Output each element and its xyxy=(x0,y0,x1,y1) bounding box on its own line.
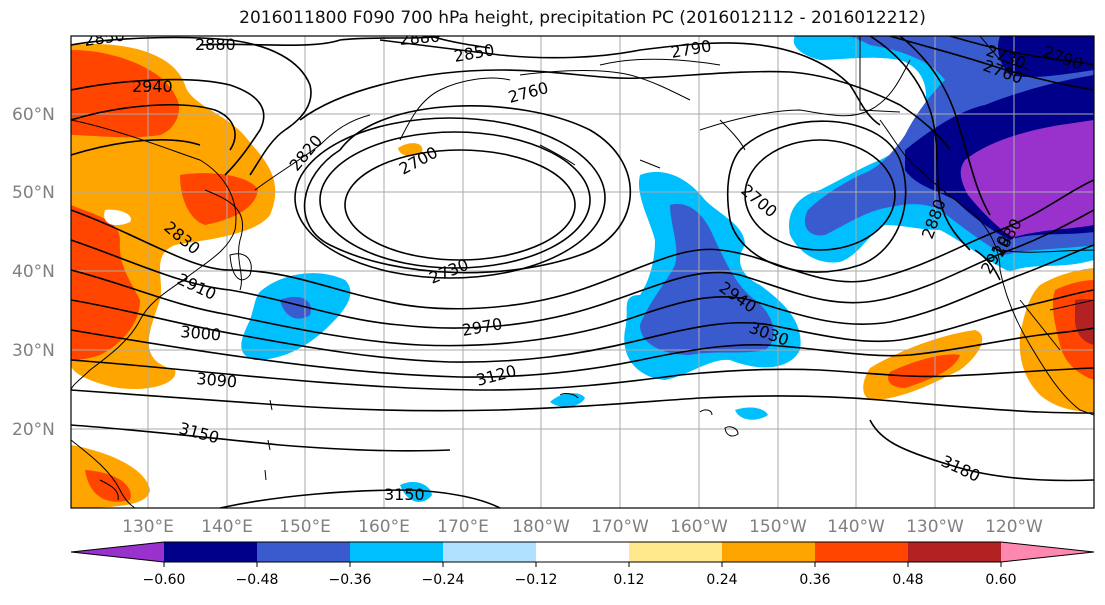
contour-label: 2940 xyxy=(132,77,173,96)
longitude-label: 170°E xyxy=(437,517,489,537)
map-frame xyxy=(70,35,1095,509)
colorbar-segment xyxy=(257,542,351,562)
colorbar-segment xyxy=(536,542,630,562)
colorbar-segment xyxy=(1001,542,1094,562)
colorbar: −0.60 −0.48 −0.36 −0.24 −0.12 0.12 0.24 0.36 0.4… xyxy=(70,541,1095,588)
latitude-label: 20°N xyxy=(12,420,55,440)
colorbar-tick-label: 0.12 xyxy=(613,572,644,588)
latitude-label: 50°N xyxy=(12,183,55,203)
longitude-label: 130°W xyxy=(906,517,964,537)
latitude-axis: 60°N 50°N 40°N 30°N 20°N xyxy=(12,105,55,440)
colorbar-segment xyxy=(722,542,816,562)
precip-shading xyxy=(71,36,1094,508)
longitude-axis: 130°E 140°E 150°E 160°E 170°E 180°W 170°… xyxy=(122,517,1043,537)
longitude-label: 170°W xyxy=(591,517,649,537)
latitude-label: 40°N xyxy=(12,262,55,282)
contour-label: 2880 xyxy=(399,27,441,49)
colorbar-tick-label: 0.24 xyxy=(706,572,737,588)
longitude-label: 160°E xyxy=(358,517,410,537)
contour-label: 3000 xyxy=(180,322,222,344)
colorbar-tick-label: −0.48 xyxy=(236,572,279,588)
colorbar-tick-label: 0.36 xyxy=(799,572,830,588)
colorbar-segment xyxy=(815,542,909,562)
contour-label: 2880 xyxy=(195,35,236,54)
latitude-label: 60°N xyxy=(12,105,55,125)
longitude-label: 140°E xyxy=(201,517,253,537)
colorbar-segment xyxy=(71,542,164,562)
coastlines xyxy=(71,36,1094,508)
colorbar-tick-label: 0.60 xyxy=(985,572,1016,588)
map-title: 2016011800 F090 700 hPa height, precipit… xyxy=(239,8,926,28)
longitude-label: 150°E xyxy=(279,517,331,537)
height-contours xyxy=(71,36,1094,508)
colorbar-tick-label: −0.60 xyxy=(143,572,186,588)
colorbar-segment xyxy=(350,542,444,562)
longitude-label: 120°W xyxy=(985,517,1043,537)
contour-label: 3090 xyxy=(196,369,238,391)
longitude-label: 160°W xyxy=(670,517,728,537)
gridlines xyxy=(71,36,1094,508)
colorbar-tick-label: −0.24 xyxy=(422,572,465,588)
map-plot-area: 2850 2880 2880 2850 2790 2730 2790 2760 … xyxy=(71,27,1094,508)
precip-positive-nw-core xyxy=(71,50,180,138)
longitude-label: 140°W xyxy=(827,517,885,537)
longitude-label: 180°W xyxy=(512,517,570,537)
colorbar-segment xyxy=(164,542,258,562)
contour-label: 3150 xyxy=(384,485,425,504)
colorbar-segment xyxy=(629,542,723,562)
colorbar-segment xyxy=(908,542,1002,562)
latitude-label: 30°N xyxy=(12,341,55,361)
longitude-label: 130°E xyxy=(122,517,174,537)
colorbar-tick-label: −0.12 xyxy=(515,572,558,588)
colorbar-tick-label: −0.36 xyxy=(329,572,372,588)
longitude-label: 150°W xyxy=(749,517,807,537)
colorbar-tick-label: 0.48 xyxy=(892,572,923,588)
colorbar-segment xyxy=(443,542,537,562)
